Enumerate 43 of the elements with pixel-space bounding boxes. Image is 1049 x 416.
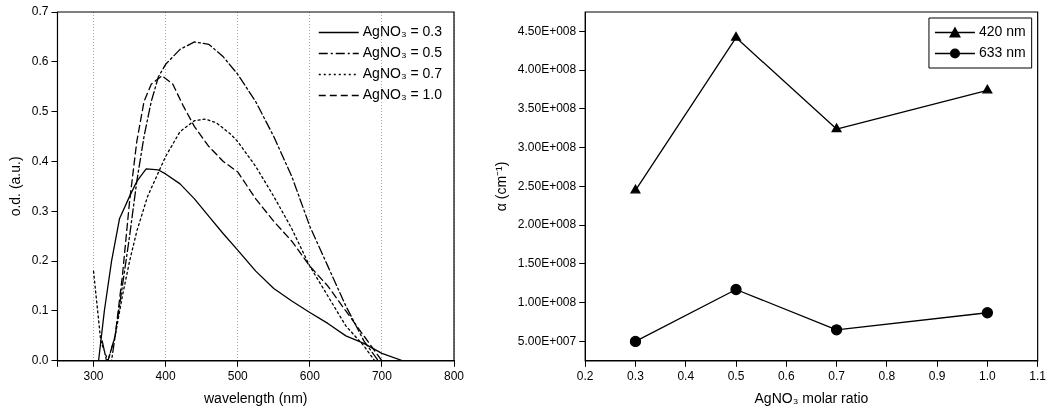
x-tick-label: 500 [227,369,249,384]
y-tick-label: 2.00E+008 [517,217,577,232]
y-tick-label: 1.50E+008 [517,256,577,271]
x-tick-label: 0.9 [928,369,946,384]
legend-label: AgNO₃ = 0.3 [362,23,443,40]
y-tick-label: 0.3 [31,203,49,218]
x-tick-label: 0.8 [878,369,896,384]
x-tick-label: 1.1 [1029,369,1047,384]
y-tick-label: 5.00E+007 [517,333,577,348]
text: 0.0 [31,353,49,368]
legend-label: AgNO₃ = 0.7 [362,65,443,82]
legend-label: AgNO₃ = 1.0 [362,86,443,103]
x-tick-label: 0.4 [677,369,695,384]
x-tick-label: 0.3 [627,369,645,384]
legend-label: AgNO₃ = 0.5 [362,44,443,61]
y-axis-title: α (cm⁻¹) [493,161,510,212]
x-tick-label: 400 [155,369,176,384]
y-tick-label: 0.1 [31,303,49,318]
y-tick-label: 1.00E+008 [517,294,577,309]
y-axis-title: o.d. (a.u.) [7,156,24,217]
y-tick-label: 4.50E+008 [517,23,577,38]
x-tick-label: 700 [371,369,393,384]
x-tick-label: 0.6 [777,369,795,384]
y-tick-label: 3.00E+008 [517,139,577,154]
y-tick-label: 0.7 [31,4,49,19]
x-tick-label: 600 [299,369,321,384]
x-axis-title: AgNO₃ molar ratio [754,390,869,407]
y-tick-label: 4.00E+008 [517,62,577,77]
y-tick-label: 0.5 [31,103,49,118]
legend-label: 420 nm [978,23,1026,40]
x-tick-label: 800 [443,369,465,384]
text: 1.0 [979,369,996,384]
x-tick-label: 0.5 [727,369,745,384]
legend-label: 633 nm [978,44,1026,61]
x-tick-label: 300 [83,369,104,384]
y-tick-label: 0.2 [31,253,49,268]
x-axis-title: wavelength (nm) [202,390,308,407]
y-tick-label: 0.6 [31,54,49,69]
y-tick-label: 0.4 [31,153,49,168]
x-tick-label: 0.2 [576,369,594,384]
y-tick-label: 2.50E+008 [517,178,577,193]
y-tick-label: 3.50E+008 [517,101,577,116]
x-tick-label: 0.7 [828,369,846,384]
